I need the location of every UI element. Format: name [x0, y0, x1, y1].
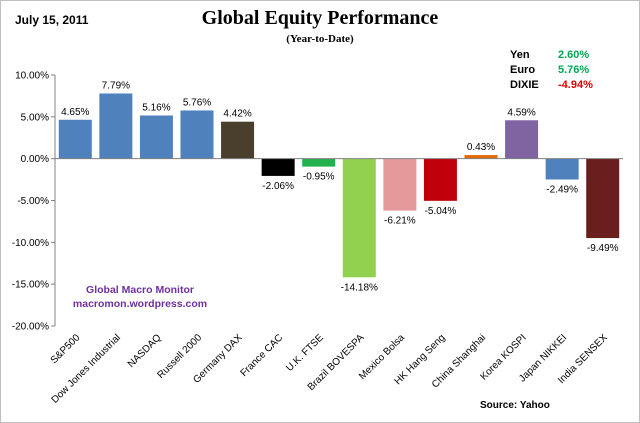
watermark-url: macromon.wordpress.com [72, 298, 208, 310]
axis-layer: 10.00% 5.00% 0.00% -5.00% -10.00% -15.00% -20.… [12, 71, 56, 333]
currency-name: Yen [510, 49, 530, 61]
y-tick-label: 5.00% [21, 112, 49, 123]
bar [221, 121, 255, 159]
bar-value-label: 7.79% [102, 80, 130, 91]
bar-value-label: 4.42% [223, 109, 251, 120]
category-label: S&P500 [49, 332, 83, 366]
bar [261, 158, 295, 176]
currency-row-yen: Yen 2.60% [510, 49, 610, 61]
bar-layer [58, 93, 620, 278]
bar [464, 155, 498, 159]
bar [302, 158, 336, 167]
currency-row-dixie: DIXIE -4.94% [510, 79, 610, 91]
report-date: July 15, 2011 [15, 13, 89, 27]
category-label: U.K. FTSE [284, 332, 326, 374]
y-tick-label: -5.00% [17, 196, 49, 207]
currency-value: -4.94% [558, 79, 593, 91]
bar-value-label: -2.49% [546, 184, 578, 195]
bar-value-label: 0.43% [467, 142, 495, 153]
category-label: Dow Jones Industrial [50, 332, 123, 405]
category-label: NASDAQ [126, 332, 164, 370]
bar [99, 93, 133, 159]
currency-name: Euro [510, 64, 536, 76]
bar [180, 110, 214, 159]
currency-name: DIXIE [510, 79, 539, 91]
source-note: Source: Yahoo [480, 400, 550, 411]
bar [545, 158, 579, 180]
currency-row-euro: Euro 5.76% [510, 64, 610, 76]
currency-value: 5.76% [558, 64, 590, 76]
bar-value-label: 4.65% [61, 107, 89, 118]
bar-value-label: 5.76% [183, 97, 211, 108]
chart-title: Global Equity Performance [201, 7, 439, 29]
bar-value-label: -9.49% [587, 243, 619, 254]
bar-value-label: -14.18% [341, 282, 378, 293]
bar-value-label: -0.95% [303, 172, 335, 183]
y-tick-label: -15.00% [12, 280, 49, 291]
bar [423, 158, 457, 201]
bar-value-label: 5.16% [142, 102, 170, 113]
bar [505, 120, 539, 159]
y-tick-label: -20.00% [12, 322, 49, 333]
y-tick-label: 0.00% [21, 154, 49, 165]
y-tick-label: 10.00% [15, 71, 49, 82]
bar [342, 158, 376, 278]
category-label: France CAC [239, 332, 286, 379]
currency-value: 2.60% [558, 49, 590, 61]
bar [139, 115, 173, 159]
bar [586, 158, 620, 239]
bar-value-label: -5.04% [425, 206, 457, 217]
bar-value-label: 4.59% [507, 107, 535, 118]
bar-value-label: -6.21% [384, 216, 416, 227]
chart-subtitle: (Year-to-Date) [286, 33, 354, 45]
bar [58, 119, 92, 159]
bar [383, 158, 417, 211]
y-tick-label: -10.00% [12, 238, 49, 249]
bar-value-label: -2.06% [262, 181, 294, 192]
watermark-title: Global Macro Monitor [86, 284, 194, 296]
